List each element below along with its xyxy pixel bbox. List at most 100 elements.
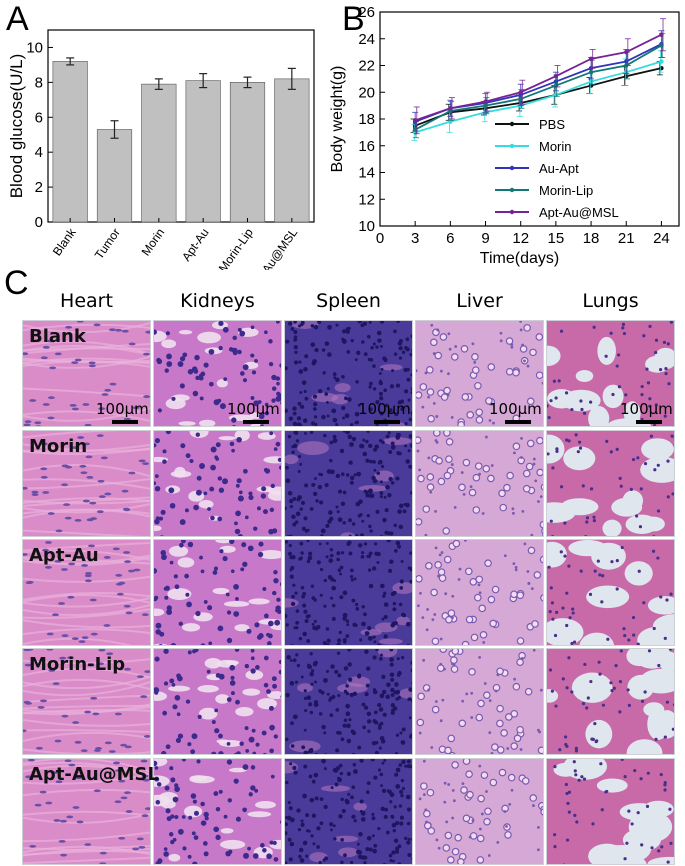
nucleus [318,860,322,864]
nucleus [239,741,244,746]
nucleus [609,681,613,685]
nucleus [42,548,50,552]
nucleus [26,649,34,651]
nucleus [120,743,128,747]
nucleus [296,808,301,813]
micrograph [154,431,281,536]
nucleus [395,752,399,754]
nucleus [302,603,307,608]
nucleus [334,669,339,674]
nucleus [648,397,652,401]
nucleus [510,343,514,347]
nucleus [335,473,341,479]
nucleus [453,505,457,509]
nucleus [593,722,597,726]
nucleus [342,416,346,420]
nucleus [654,338,659,342]
nucleus [260,493,267,499]
nucleus [589,679,593,684]
nucleus [46,632,54,636]
nucleus [308,551,313,556]
nucleus [336,651,341,655]
muscle-fiber [23,603,150,616]
nucleus [96,510,104,514]
micrograph [285,759,412,864]
nucleus [250,353,255,358]
nucleus [379,491,384,495]
nucleus [391,822,397,828]
muscle-fiber [23,431,120,439]
nucleus [512,562,516,566]
nucleus [86,518,94,522]
nucleus [640,384,644,389]
tissue-image-liver-apt-au-msl [415,758,544,865]
hepatocyte-nucleus [464,567,473,576]
nucleus [192,390,199,397]
nucleus [156,782,162,787]
muscle-fiber [23,810,150,817]
nucleus [390,592,395,596]
nucleus [575,820,579,824]
nucleus [384,807,388,812]
nucleus [362,321,367,326]
hepatocyte-nucleus [525,462,534,471]
tubule-lumen [215,540,233,544]
nucleus [209,486,215,492]
nucleus [367,568,372,572]
nucleus [353,473,357,477]
muscle-fiber [23,407,150,422]
nucleus [376,551,381,557]
nucleus [439,637,443,641]
nucleus [305,813,310,818]
nucleus [592,515,596,519]
nucleus [261,730,267,736]
nucleus [208,349,215,355]
nucleus [199,555,203,560]
nucleus [403,502,407,506]
y-tick-label: 10 [358,218,375,235]
nucleus [379,535,384,536]
nucleus [309,431,314,434]
nucleus [610,560,614,564]
nucleus [327,352,332,357]
nucleus [229,540,235,545]
nucleus [615,587,619,591]
nucleus [506,747,510,750]
nucleus [400,754,403,755]
muscle-fiber [23,355,150,369]
nucleus [406,821,411,826]
nucleus [374,750,379,754]
nucleus [191,831,196,836]
nucleus [313,772,319,778]
data-point [588,79,594,84]
nucleus [303,696,308,700]
nucleus [98,649,106,652]
nucleus [318,388,323,394]
y-axis-label: Body weight(g) [329,66,346,173]
nucleus [295,609,300,613]
nucleus [292,411,297,416]
nucleus [253,400,260,407]
nucleus [280,695,281,699]
legend-label: Au-Apt [539,161,579,176]
nucleus [450,463,454,466]
nucleus [165,431,172,435]
tubule-lumen [247,811,272,818]
nucleus [392,607,397,612]
nucleus [377,725,382,730]
hepatocyte-nucleus [491,743,499,751]
alveolus [596,778,628,793]
hepatocyte-nucleus [452,540,461,548]
nucleus [157,408,162,413]
nucleus [218,789,223,794]
nucleus [345,329,350,334]
nucleus [276,597,281,602]
tubule-lumen [182,623,201,632]
red-pulp [297,683,313,693]
nucleus [324,483,329,488]
nucleus [55,529,63,533]
hepatocyte-nucleus [500,729,508,737]
nucleus [84,423,92,426]
nucleus [293,321,297,324]
scale-bar-label: 100μm [620,400,673,418]
